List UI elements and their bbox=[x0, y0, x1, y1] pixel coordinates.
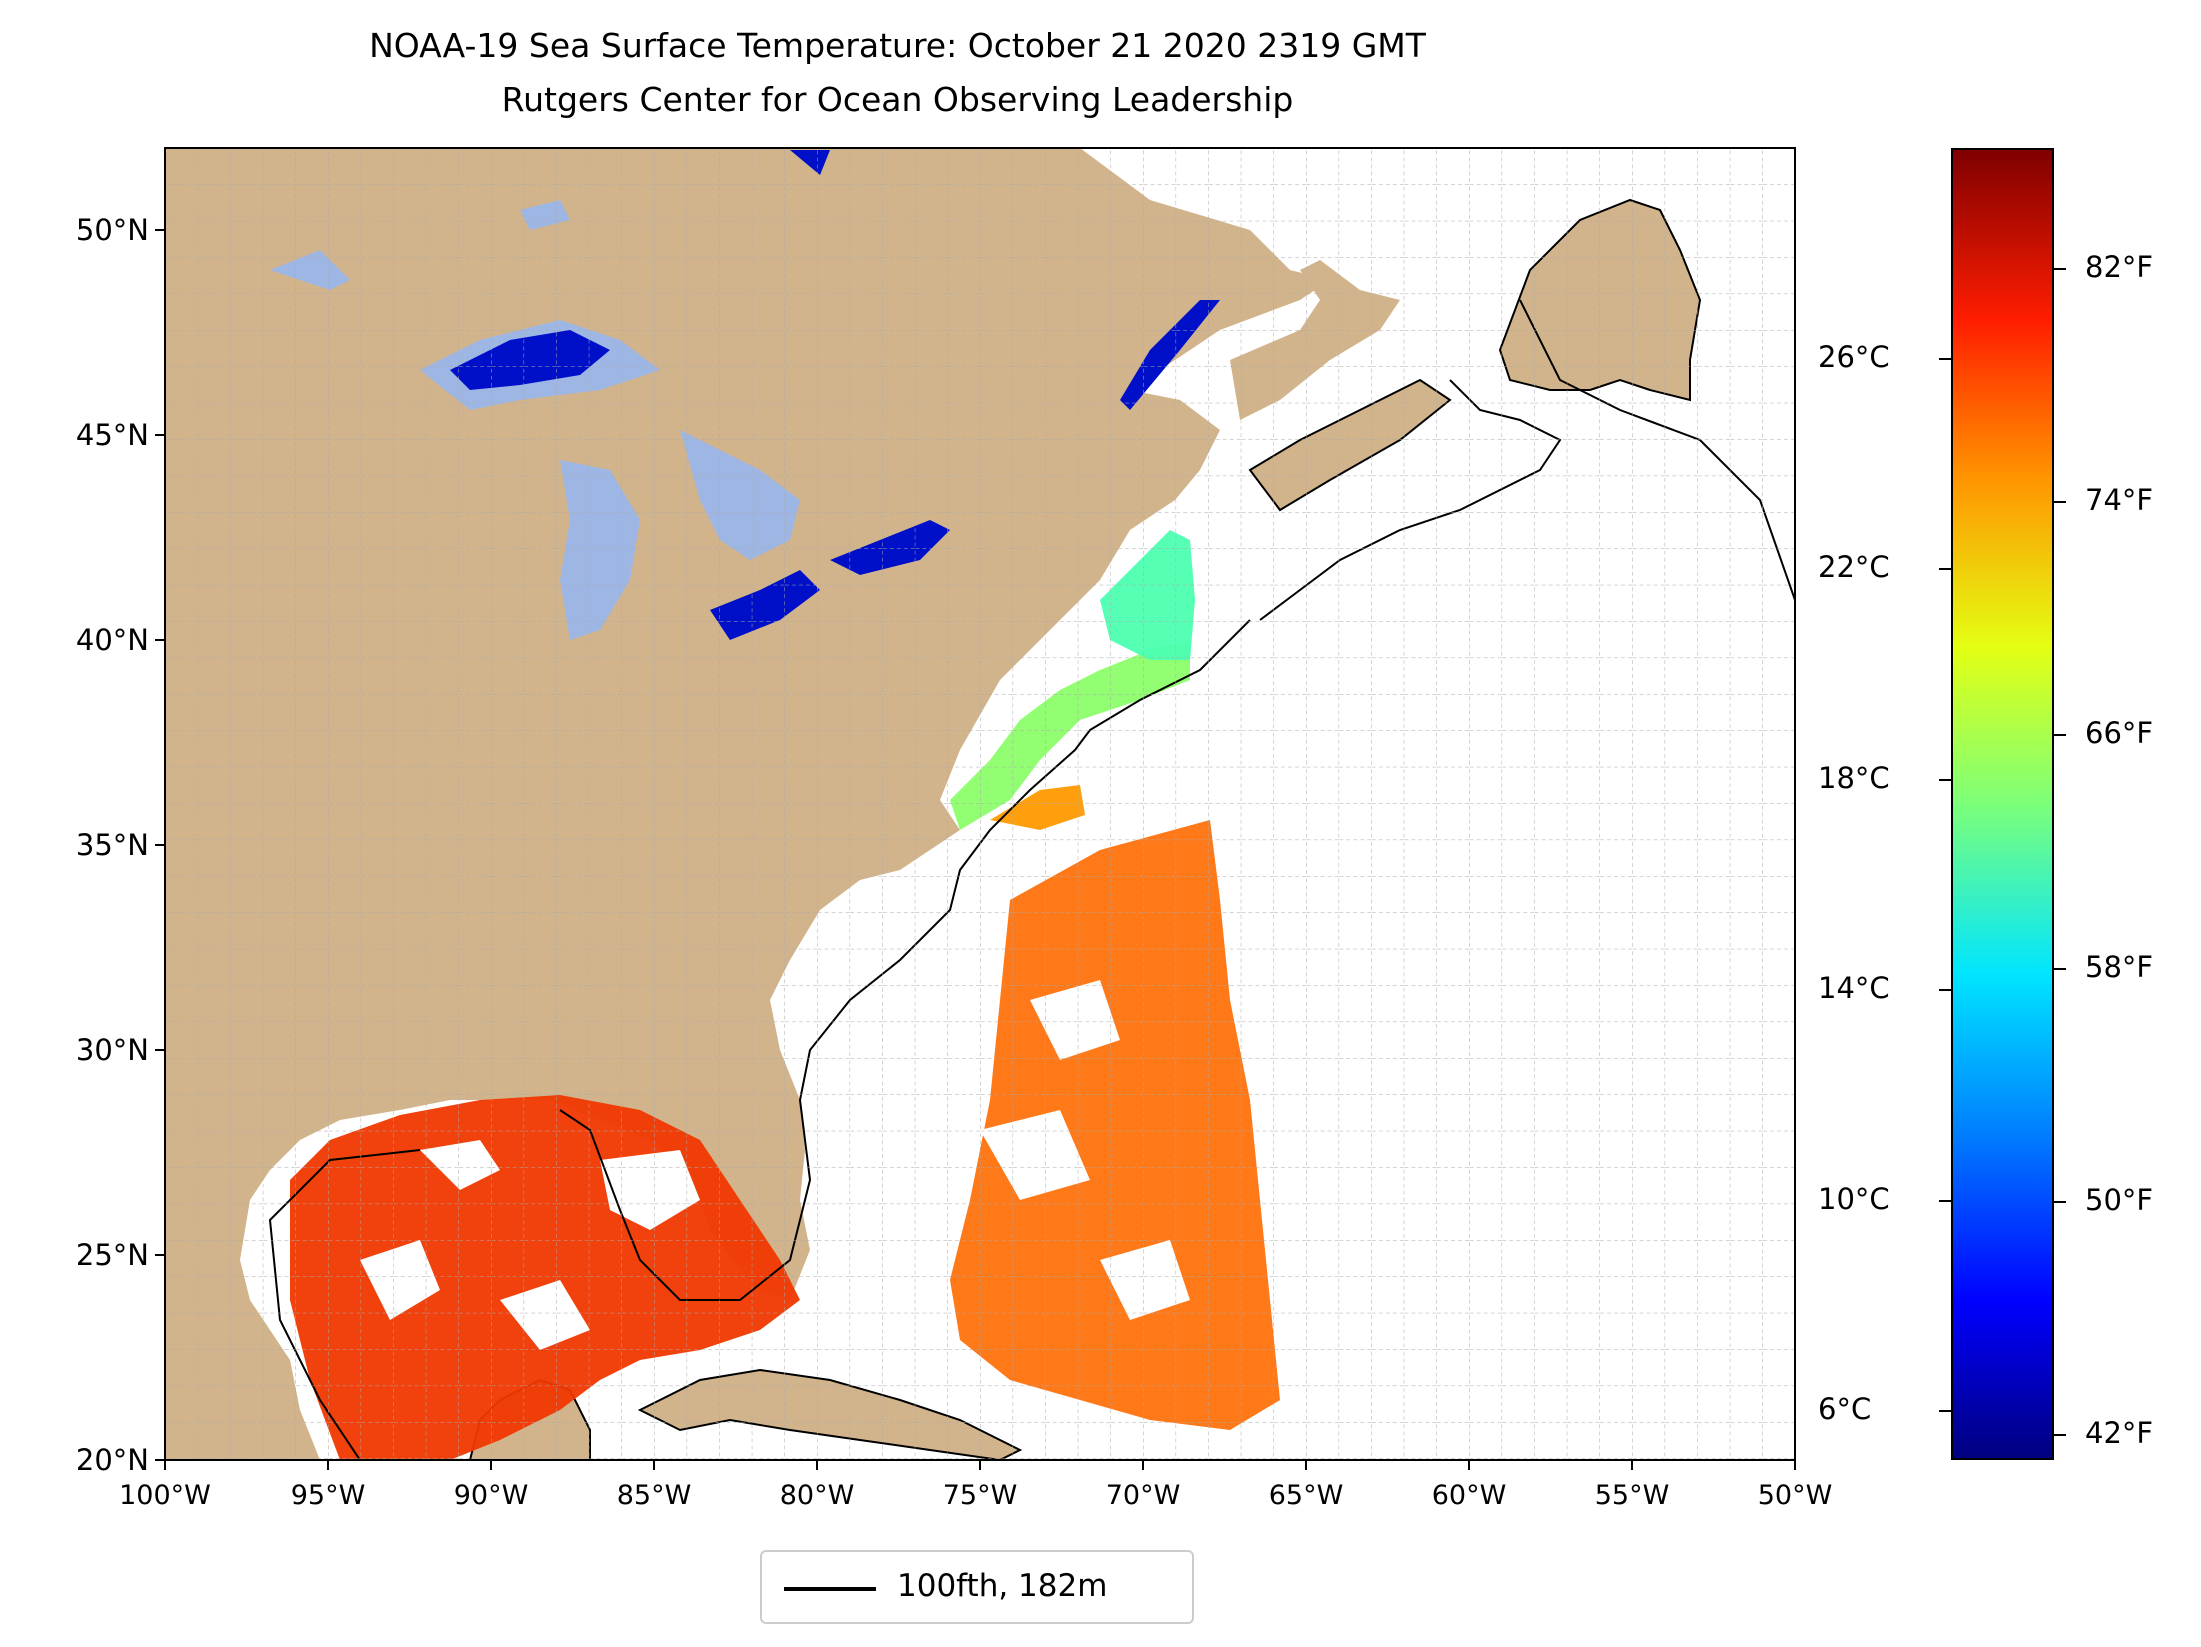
colorbar-fahrenheit-label: 82°F bbox=[2085, 250, 2154, 284]
colorbar-celsius-tick bbox=[1939, 568, 1951, 571]
colorbar-fahrenheit-tick bbox=[2054, 967, 2066, 970]
legend-label: 100fth, 182m bbox=[897, 1568, 1108, 1604]
x-tick-label: 90°W bbox=[454, 1480, 529, 1511]
map-title: NOAA-19 Sea Surface Temperature: October… bbox=[369, 26, 1426, 65]
colorbar-celsius-label: 18°C bbox=[1818, 760, 1890, 795]
y-tick-label: 50°N bbox=[76, 213, 149, 247]
colorbar-fahrenheit-label: 66°F bbox=[2085, 716, 2154, 751]
map-subtitle: Rutgers Center for Ocean Observing Leade… bbox=[501, 80, 1294, 119]
y-tick-label: 25°N bbox=[76, 1238, 149, 1272]
colorbar-celsius-label: 26°C bbox=[1818, 340, 1890, 374]
x-tick-label: 100°W bbox=[119, 1480, 211, 1511]
y-tick-label: 30°N bbox=[76, 1033, 149, 1067]
colorbar-fahrenheit-tick bbox=[2054, 1200, 2066, 1203]
colorbar-celsius-tick bbox=[1939, 358, 1951, 360]
y-tick-label: 35°N bbox=[76, 828, 149, 862]
x-tick-label: 60°W bbox=[1432, 1480, 1507, 1511]
colorbar-fahrenheit-label: 50°F bbox=[2085, 1182, 2154, 1217]
y-tick-label: 40°N bbox=[76, 623, 149, 657]
colorbar-fahrenheit-tick bbox=[2054, 734, 2066, 737]
colorbar-fahrenheit-label: 58°F bbox=[2085, 949, 2154, 984]
colorbar-fahrenheit-label: 74°F bbox=[2085, 483, 2154, 518]
colorbar-celsius-tick bbox=[1939, 1199, 1951, 1202]
colorbar-celsius-tick bbox=[1939, 1410, 1951, 1412]
x-tick-label: 70°W bbox=[1106, 1480, 1181, 1511]
colorbar-fahrenheit-tick bbox=[2054, 501, 2066, 504]
colorbar-celsius-label: 14°C bbox=[1818, 971, 1890, 1006]
x-tick-label: 55°W bbox=[1595, 1480, 1670, 1511]
x-axis: 100°W 95°W 90°W 85°W 80°W 75°W 70°W 65°W 60°W 55°… bbox=[119, 1460, 1832, 1511]
colorbar-celsius-tick bbox=[1939, 778, 1951, 781]
colorbar bbox=[1951, 148, 2054, 1460]
legend: 100fth, 182m bbox=[760, 1550, 1194, 1624]
x-tick-label: 75°W bbox=[943, 1480, 1018, 1511]
y-tick-label: 45°N bbox=[76, 418, 149, 452]
x-tick-label: 65°W bbox=[1269, 1480, 1344, 1511]
legend-line-swatch bbox=[784, 1587, 876, 1591]
colorbar-celsius-label: 6°C bbox=[1818, 1392, 1872, 1426]
colorbar-celsius-label: 10°C bbox=[1818, 1181, 1890, 1216]
colorbar-celsius-label: 22°C bbox=[1818, 550, 1890, 585]
x-tick-label: 50°W bbox=[1758, 1480, 1833, 1511]
x-tick-label: 80°W bbox=[780, 1480, 855, 1511]
y-tick-label: 20°N bbox=[76, 1443, 149, 1477]
y-axis: 20°N 25°N 30°N 35°N 40°N 45°N 50°N bbox=[76, 213, 165, 1477]
colorbar-fahrenheit-tick bbox=[2054, 1434, 2066, 1436]
x-tick-label: 95°W bbox=[291, 1480, 366, 1511]
colorbar-fahrenheit-tick bbox=[2054, 268, 2066, 270]
colorbar-fahrenheit-label: 42°F bbox=[2085, 1416, 2154, 1450]
x-tick-label: 85°W bbox=[617, 1480, 692, 1511]
colorbar-celsius-tick bbox=[1939, 989, 1951, 992]
